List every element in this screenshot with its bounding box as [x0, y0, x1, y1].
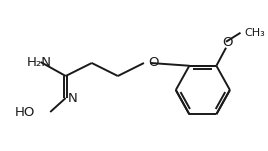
- Text: O: O: [148, 56, 158, 69]
- Text: CH₃: CH₃: [244, 28, 265, 38]
- Text: O: O: [223, 36, 233, 49]
- Text: HO: HO: [14, 106, 35, 119]
- Text: N: N: [68, 92, 77, 104]
- Text: H₂N: H₂N: [27, 56, 52, 69]
